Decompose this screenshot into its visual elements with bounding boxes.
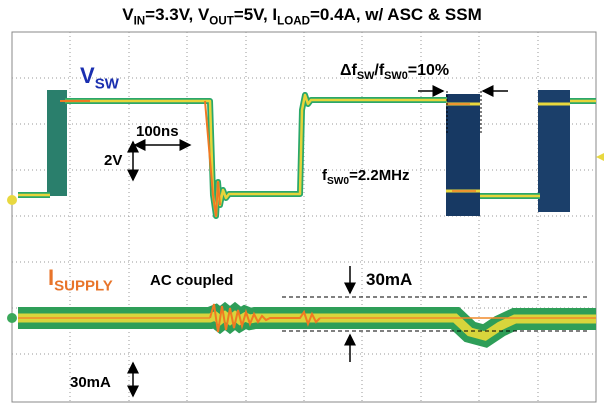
scope-capture: VIN=3.3V, VOUT=5V, ILOAD=0.4A, w/ ASC & … <box>0 0 604 405</box>
text-run: =0.4A, w/ ASC & SSM <box>310 5 482 24</box>
time-scale-label: 100ns <box>136 123 179 140</box>
text-run: =2.2MHz <box>349 167 409 184</box>
subscript: LOAD <box>277 14 310 27</box>
subscript: SW0 <box>327 176 349 187</box>
text-run: =3.3V, V <box>145 5 210 24</box>
text-run: AC coupled <box>150 272 233 289</box>
subscript: SW <box>95 76 120 93</box>
title: VIN=3.3V, VOUT=5V, ILOAD=0.4A, w/ ASC & … <box>122 5 482 27</box>
volt-scale-label: 2V <box>104 152 122 169</box>
text-run: Δf <box>340 62 358 79</box>
subscript: OUT <box>209 14 233 27</box>
subscript: SW <box>357 70 375 82</box>
current-scale-label: 30mA <box>70 374 111 391</box>
subscript: SW0 <box>384 70 408 82</box>
subscript: IN <box>134 14 146 27</box>
text-run: 30mA <box>70 374 111 391</box>
ac-coupled-label: AC coupled <box>150 272 233 289</box>
text-run: 30mA <box>366 270 412 289</box>
text-run: =10% <box>408 62 449 79</box>
ripple-label: 30mA <box>366 270 412 289</box>
text-run: 2V <box>104 152 122 169</box>
text-run: 100ns <box>136 123 179 140</box>
text-run: V <box>122 5 134 24</box>
text-run: =5V, I <box>234 5 277 24</box>
subscript: SUPPLY <box>54 278 113 295</box>
text-run: V <box>80 63 95 88</box>
